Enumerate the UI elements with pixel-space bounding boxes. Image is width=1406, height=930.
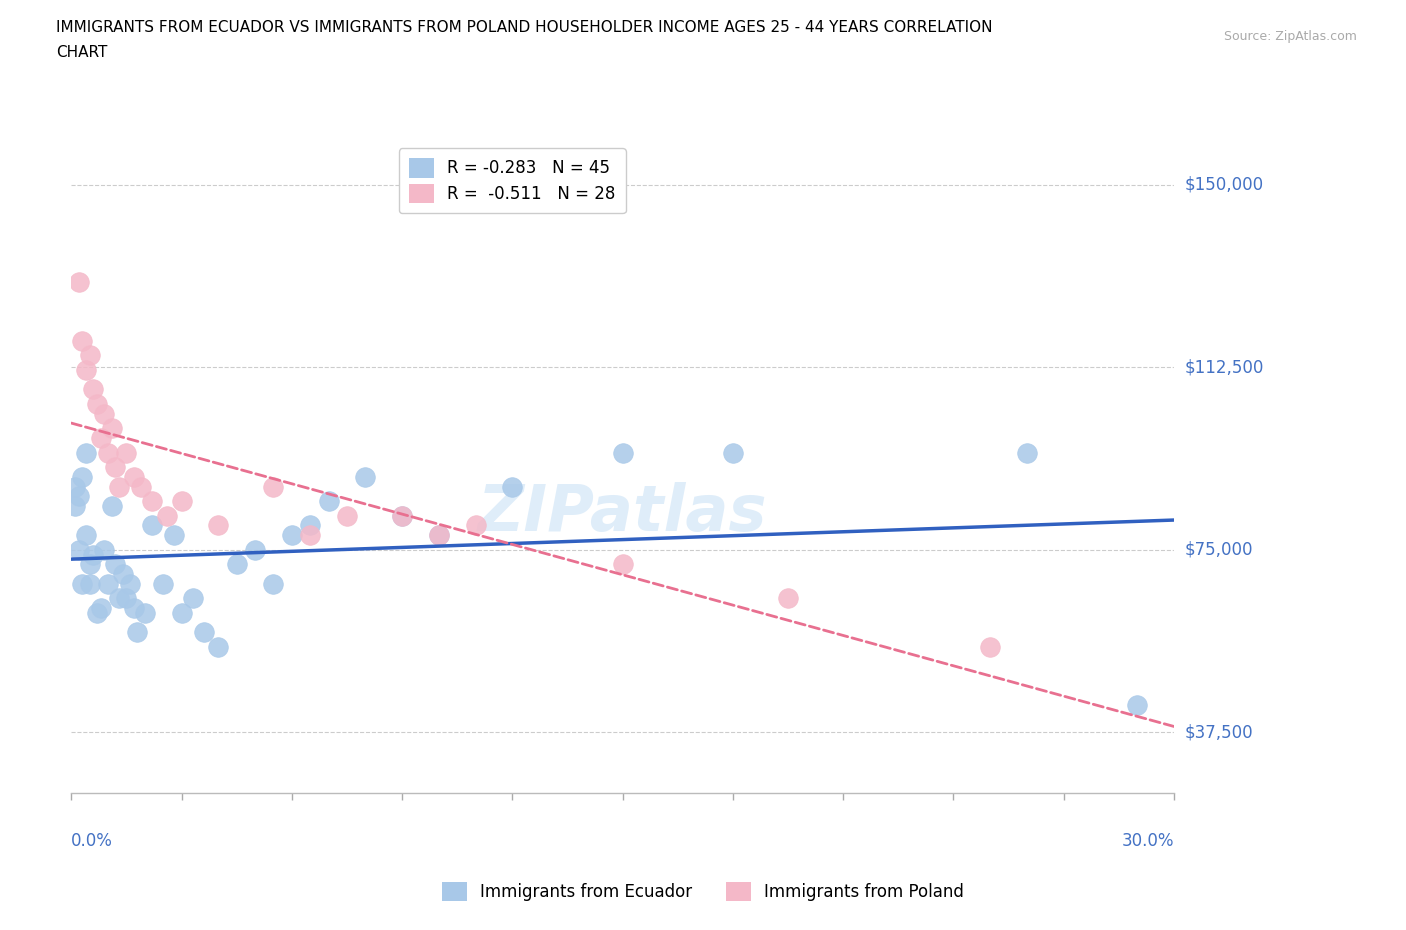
Point bbox=[1126, 698, 1149, 713]
Point bbox=[156, 509, 179, 524]
Point bbox=[170, 494, 193, 509]
Point bbox=[108, 591, 131, 605]
Point bbox=[122, 470, 145, 485]
Point bbox=[721, 445, 744, 460]
Point bbox=[63, 479, 86, 494]
Point bbox=[207, 518, 229, 533]
Point bbox=[225, 557, 247, 572]
Point bbox=[318, 494, 340, 509]
Point bbox=[108, 479, 131, 494]
Point bbox=[207, 640, 229, 655]
Point bbox=[336, 509, 359, 524]
Point bbox=[163, 527, 186, 542]
Point bbox=[612, 445, 634, 460]
Point bbox=[104, 459, 127, 474]
Point bbox=[299, 518, 322, 533]
Text: ZIPatlas: ZIPatlas bbox=[478, 482, 768, 544]
Point bbox=[67, 275, 90, 290]
Point bbox=[86, 605, 108, 620]
Text: 30.0%: 30.0% bbox=[1122, 832, 1174, 850]
Point bbox=[1015, 445, 1038, 460]
Point bbox=[427, 527, 450, 542]
Point bbox=[67, 489, 90, 504]
Text: 0.0%: 0.0% bbox=[72, 832, 112, 850]
Point bbox=[75, 527, 97, 542]
Point bbox=[181, 591, 204, 605]
Point bbox=[262, 577, 284, 591]
Point bbox=[115, 591, 138, 605]
Point bbox=[612, 557, 634, 572]
Point bbox=[243, 542, 266, 557]
Point bbox=[427, 527, 450, 542]
Point bbox=[118, 577, 141, 591]
Point bbox=[75, 445, 97, 460]
Legend: Immigrants from Ecuador, Immigrants from Poland: Immigrants from Ecuador, Immigrants from… bbox=[436, 875, 970, 908]
Point bbox=[93, 542, 115, 557]
Point bbox=[82, 382, 104, 397]
Point bbox=[122, 601, 145, 616]
Point bbox=[82, 547, 104, 562]
Point bbox=[79, 348, 101, 363]
Text: $112,500: $112,500 bbox=[1185, 358, 1264, 377]
Point bbox=[72, 470, 94, 485]
Point bbox=[115, 445, 138, 460]
Point bbox=[152, 577, 174, 591]
Point bbox=[354, 470, 377, 485]
Text: CHART: CHART bbox=[56, 45, 108, 60]
Point bbox=[79, 557, 101, 572]
Point bbox=[141, 494, 163, 509]
Point bbox=[127, 625, 149, 640]
Point bbox=[299, 527, 322, 542]
Point bbox=[464, 518, 486, 533]
Point bbox=[63, 498, 86, 513]
Point bbox=[391, 509, 413, 524]
Text: $150,000: $150,000 bbox=[1185, 176, 1264, 194]
Point bbox=[93, 406, 115, 421]
Point bbox=[72, 333, 94, 348]
Point bbox=[97, 577, 120, 591]
Point bbox=[86, 396, 108, 411]
Point bbox=[129, 479, 152, 494]
Point bbox=[979, 640, 1001, 655]
Point bbox=[391, 509, 413, 524]
Text: Source: ZipAtlas.com: Source: ZipAtlas.com bbox=[1223, 30, 1357, 43]
Point bbox=[90, 601, 112, 616]
Point bbox=[90, 431, 112, 445]
Point bbox=[281, 527, 304, 542]
Text: $75,000: $75,000 bbox=[1185, 541, 1254, 559]
Point bbox=[776, 591, 799, 605]
Point bbox=[67, 542, 90, 557]
Point bbox=[79, 577, 101, 591]
Point bbox=[100, 498, 122, 513]
Point bbox=[75, 363, 97, 378]
Point bbox=[72, 577, 94, 591]
Legend: R = -0.283   N = 45, R =  -0.511   N = 28: R = -0.283 N = 45, R = -0.511 N = 28 bbox=[399, 148, 626, 213]
Point bbox=[104, 557, 127, 572]
Text: IMMIGRANTS FROM ECUADOR VS IMMIGRANTS FROM POLAND HOUSEHOLDER INCOME AGES 25 - 4: IMMIGRANTS FROM ECUADOR VS IMMIGRANTS FR… bbox=[56, 20, 993, 35]
Point bbox=[111, 566, 134, 581]
Point bbox=[141, 518, 163, 533]
Point bbox=[134, 605, 156, 620]
Point bbox=[170, 605, 193, 620]
Point bbox=[97, 445, 120, 460]
Point bbox=[100, 420, 122, 435]
Point bbox=[501, 479, 523, 494]
Point bbox=[262, 479, 284, 494]
Text: $37,500: $37,500 bbox=[1185, 724, 1254, 741]
Point bbox=[193, 625, 215, 640]
